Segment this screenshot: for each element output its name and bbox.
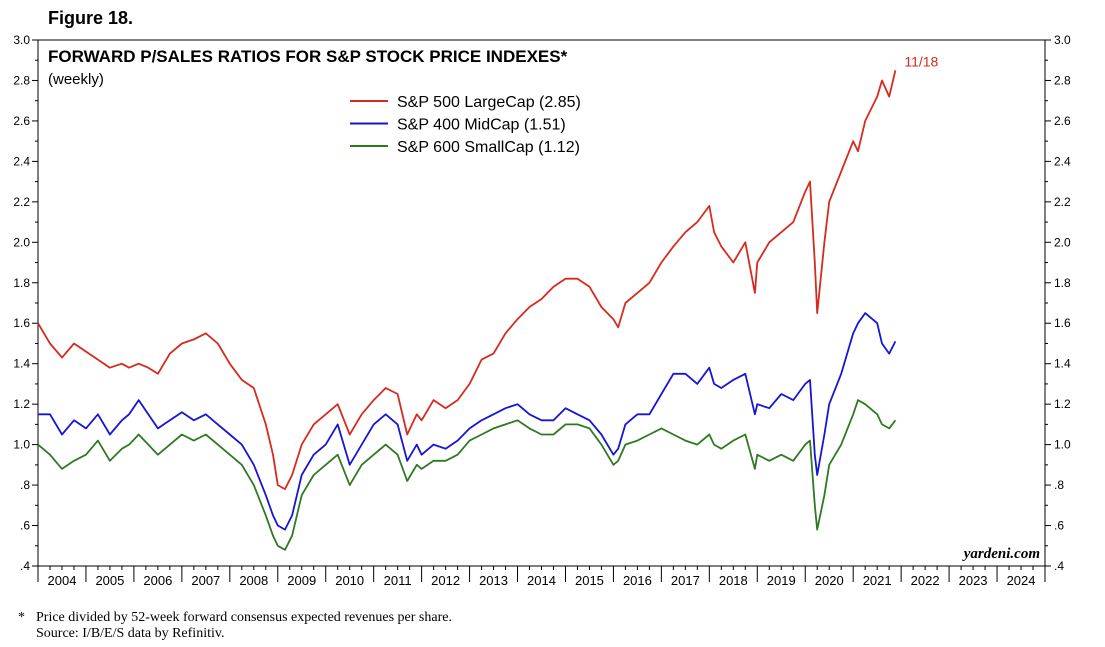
y-tick-label-left: 2.4: [13, 154, 30, 168]
y-tick-label-right: .6: [1054, 519, 1064, 533]
x-tick-label: 2009: [287, 573, 316, 588]
y-tick-label-left: 1.2: [13, 397, 30, 411]
y-tick-label-left: 1.4: [13, 357, 30, 371]
footnote-text: Price divided by 52-week forward consens…: [36, 610, 452, 625]
x-tick-label: 2011: [384, 573, 412, 588]
y-tick-label-right: 3.0: [1054, 33, 1071, 47]
y-axes: .4 .4 .6 .6 .8 .8 1.0 1.0 1.2 1.2 1.4 1.4 1.6 1.6 1.8 1…: [13, 33, 1071, 573]
y-tick-label-left: .6: [20, 519, 30, 533]
y-tick-label-left: 2.0: [13, 235, 30, 249]
y-tick-label-right: 1.6: [1054, 316, 1071, 330]
y-tick-label-left: 1.6: [13, 316, 30, 330]
y-tick-label-left: 3.0: [13, 33, 30, 47]
x-tick-label: 2017: [671, 573, 700, 588]
y-tick-label-left: 2.2: [13, 195, 30, 209]
y-tick-label-right: 2.4: [1054, 154, 1071, 168]
x-axis: 2004 2005 2006 2007 2008 2009 2010 2011 2012 2013…: [37, 566, 1046, 588]
source-text: Source: I/B/E/S data by Refinitiv.: [36, 626, 225, 641]
x-tick-label: 2015: [575, 573, 604, 588]
y-tick-label-right: 2.0: [1054, 235, 1071, 249]
y-tick-label-left: .8: [20, 478, 30, 492]
y-tick-label-right: 1.8: [1054, 276, 1071, 290]
chart-subtitle: (weekly): [48, 71, 104, 88]
y-tick-label-left: 2.6: [13, 114, 30, 128]
x-tick-label: 2022: [911, 573, 940, 588]
footnote-marker: *: [18, 610, 25, 625]
x-tick-label: 2024: [1007, 573, 1036, 588]
x-tick-label: 2020: [815, 573, 844, 588]
legend-label: S&P 600 SmallCap (1.12): [397, 139, 580, 156]
x-tick-label: 2016: [623, 573, 652, 588]
x-tick-label: 2021: [863, 573, 892, 588]
y-tick-label-left: 2.8: [13, 73, 30, 87]
legend-label: S&P 400 MidCap (1.51): [397, 117, 566, 134]
figure-label: Figure 18.: [48, 8, 134, 28]
x-tick-label: 2012: [431, 573, 460, 588]
legend-label: S&P 500 LargeCap (2.85): [397, 94, 581, 111]
y-tick-label-left: 1.8: [13, 276, 30, 290]
x-tick-label: 2004: [48, 573, 77, 588]
footnote: * Price divided by 52-week forward consen…: [18, 610, 452, 642]
y-tick-label-left: .4: [20, 559, 30, 573]
x-tick-label: 2018: [719, 573, 748, 588]
y-tick-label-right: 2.6: [1054, 114, 1071, 128]
legend: S&P 500 LargeCap (2.85) S&P 400 MidCap (1…: [350, 94, 581, 156]
y-tick-label-right: .4: [1054, 559, 1064, 573]
series-line-2: [38, 312, 897, 531]
series-line-3: [37, 399, 897, 551]
chart-title: FORWARD P/SALES RATIOS FOR S&P STOCK PRI…: [48, 47, 568, 66]
y-tick-label-right: 2.8: [1054, 73, 1071, 87]
y-tick-label-right: 2.2: [1054, 195, 1071, 209]
series-line-1: [37, 70, 897, 491]
x-tick-label: 2014: [527, 573, 556, 588]
x-tick-label: 2013: [479, 573, 508, 588]
series-lines: [37, 70, 897, 551]
x-tick-label: 2005: [95, 573, 124, 588]
y-tick-label-left: 1.0: [13, 438, 30, 452]
x-tick-label: 2023: [959, 573, 988, 588]
x-tick-label: 2006: [143, 573, 172, 588]
y-tick-label-right: 1.2: [1054, 397, 1071, 411]
chart: FORWARD P/SALES RATIOS FOR S&P STOCK PRI…: [13, 33, 1071, 588]
watermark: yardeni.com: [962, 546, 1040, 562]
y-tick-label-right: 1.0: [1054, 438, 1071, 452]
x-tick-label: 2007: [191, 573, 220, 588]
x-tick-label: 2019: [767, 573, 796, 588]
x-tick-label: 2008: [239, 573, 268, 588]
y-tick-label-right: 1.4: [1054, 357, 1071, 371]
y-tick-label-right: .8: [1054, 478, 1064, 492]
end-annotation: 11/18: [904, 53, 938, 69]
x-tick-label: 2010: [335, 573, 364, 588]
